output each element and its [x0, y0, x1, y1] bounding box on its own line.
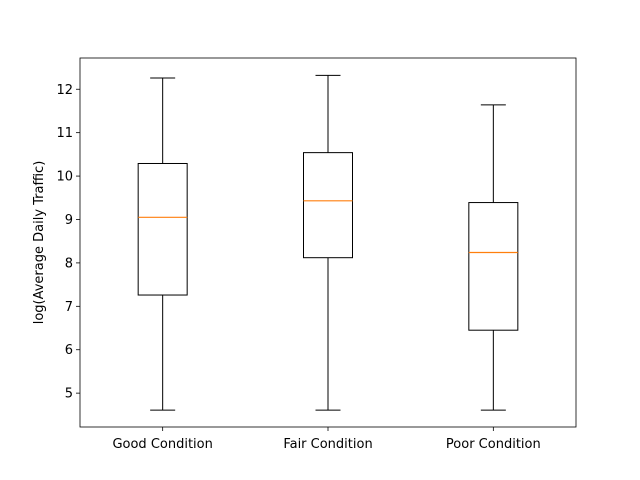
y-tick-label: 5: [65, 387, 73, 402]
y-axis-label: log(Average Daily Traffic): [32, 161, 47, 325]
y-tick-label: 7: [65, 300, 73, 315]
iqr-box: [137, 162, 188, 296]
box-group: [137, 77, 188, 411]
y-tick-label: 10: [56, 170, 73, 185]
plot-marks: [137, 74, 519, 411]
y-tick-label: 8: [65, 256, 73, 271]
y-axis: 5 6 7 8 9 10 11 12: [56, 83, 80, 402]
y-tick-label: 6: [65, 343, 73, 358]
x-tick-label: Good Condition: [112, 437, 212, 452]
iqr-box: [303, 152, 353, 259]
x-axis: Good Condition Fair Condition Poor Conditi…: [112, 427, 541, 452]
iqr-box: [468, 202, 519, 331]
y-tick-label: 12: [56, 83, 73, 98]
y-tick-label: 11: [56, 126, 73, 141]
y-tick-label: 9: [65, 213, 73, 228]
box-group: [468, 104, 519, 411]
box-group: [303, 74, 353, 411]
x-tick-label: Fair Condition: [283, 437, 372, 452]
x-tick-label: Poor Condition: [446, 437, 541, 452]
